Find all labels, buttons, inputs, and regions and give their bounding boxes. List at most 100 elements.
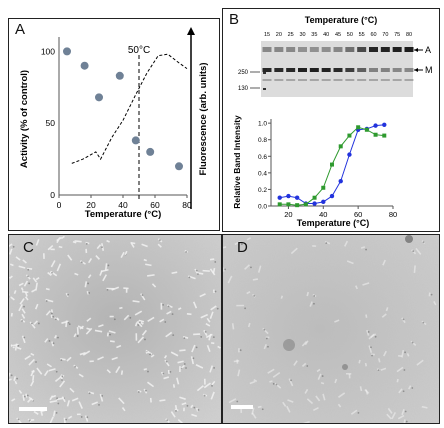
gel-lane-label: 40 — [323, 32, 329, 38]
b-point-green — [382, 133, 387, 138]
b-x-label: Temperature (°C) — [297, 218, 369, 228]
a-activity-point — [131, 136, 140, 145]
b-y-label: Relative Band Intensity — [232, 115, 242, 209]
a-activity-point — [115, 71, 124, 80]
b-point-blue — [321, 199, 326, 205]
panel-c: C — [8, 234, 222, 424]
panel-a-chart: 50°C 0 20 40 60 80 100 50 0 Temperature (°C) A… — [19, 27, 209, 220]
gel-lane-label: 60 — [370, 32, 376, 38]
panel-b: B Temperature (°C) 15 20 25 30 35 40 45 50 55 60 7… — [222, 8, 440, 232]
b-point-blue — [277, 195, 282, 200]
gel-lane-label: 80 — [406, 32, 412, 38]
scale-bar-d — [231, 405, 253, 409]
gel-band-a — [286, 47, 296, 52]
panel-d-micrograph — [223, 235, 439, 423]
a-x-tick-label: 40 — [118, 200, 128, 210]
b-y-tick-label: 0.8 — [258, 137, 267, 144]
gel-band-m — [309, 68, 319, 72]
a-x-label: Temperature (°C) — [85, 209, 161, 220]
gel-band-a — [262, 47, 272, 52]
gel-lane-label: 30 — [299, 32, 305, 38]
b-point-blue — [373, 123, 378, 128]
b-point-blue — [329, 193, 335, 199]
gel-title: Temperature (°C) — [305, 15, 377, 25]
b-point-blue — [286, 193, 291, 199]
b-x-ticks: 20 40 60 80 — [284, 206, 397, 219]
gel-band-m — [404, 68, 414, 72]
b-marks — [277, 122, 387, 208]
a-y-label: Activity (% of control) — [19, 70, 30, 168]
gel-lane-label: 45 — [335, 32, 341, 38]
a-y-tick-label: 100 — [41, 46, 55, 56]
b-point-green — [347, 133, 352, 138]
a-y-ticks: 100 50 0 — [41, 46, 55, 200]
gel-band-m — [262, 68, 272, 72]
b-point-green — [338, 144, 343, 149]
gel-band-m — [286, 68, 296, 72]
b-y-tick-label: 0.4 — [258, 170, 267, 177]
b-point-blue — [338, 178, 343, 184]
marker-250: 250 — [238, 70, 249, 76]
b-point-green — [373, 132, 378, 137]
band-a-arrow-head — [414, 48, 418, 52]
b-point-blue — [347, 152, 352, 157]
gel-lane-label: 55 — [359, 32, 365, 38]
band-m-arrow-head — [414, 68, 418, 72]
panel-c-label: C — [23, 239, 34, 256]
gel-lane-label: 25 — [288, 32, 294, 38]
gel-band-a — [333, 47, 343, 52]
b-point-green — [277, 202, 282, 207]
gel-band-m — [298, 68, 307, 72]
panel-a: A 50°C 0 20 40 60 80 100 50 0 Temperature (°C)… — [8, 18, 220, 231]
gel-lane-label: 75 — [394, 32, 400, 38]
marker-130: 130 — [238, 86, 249, 92]
panel-b-figure: Temperature (°C) 15 20 25 30 35 40 45 50 55 60 70 7… — [232, 15, 433, 228]
a-annotation: 50°C — [128, 45, 150, 56]
band-m-label: M — [425, 65, 433, 75]
b-x-tick-label: 40 — [319, 210, 327, 219]
gel-band-a — [321, 47, 331, 52]
a-activity-point — [146, 147, 155, 156]
panel-d: D — [222, 234, 440, 424]
b-y-tick-label: 0.2 — [258, 187, 267, 194]
a-y-tick-label: 0 — [50, 190, 55, 200]
a-activity-point — [175, 162, 183, 171]
gel-bands — [262, 47, 414, 90]
b-x-tick-label: 60 — [354, 210, 362, 219]
gel-band-a — [345, 47, 355, 52]
b-y-tick-label: 0.6 — [258, 154, 267, 161]
a-x-ticks: 0 20 40 60 80 — [57, 195, 192, 210]
b-y-tick-label: 1.0 — [258, 121, 267, 128]
b-point-green — [330, 162, 334, 167]
b-point-green — [364, 127, 369, 132]
b-x-tick-label: 80 — [389, 210, 397, 219]
gel-lane-label: 15 — [264, 32, 270, 38]
gel-lane-label: 70 — [382, 32, 388, 38]
a-x-tick-label: 0 — [57, 200, 62, 210]
panel-d-label: D — [237, 239, 248, 256]
a-activity-point — [95, 93, 103, 102]
scale-bar-c — [19, 407, 47, 411]
gel-band-a — [404, 47, 414, 52]
b-point-green — [286, 202, 291, 207]
b-point-blue — [382, 122, 387, 128]
a-fluorescence-line — [71, 53, 188, 164]
gel-band-m — [380, 68, 390, 72]
b-point-blue — [312, 201, 317, 206]
band-a-label: A — [425, 45, 431, 55]
gel-band-m — [392, 68, 402, 72]
gel-band-a — [392, 47, 402, 52]
b-point-green — [356, 125, 361, 130]
a-y2-label: Fluorescence (arb. units) — [198, 63, 209, 176]
gel-band-m — [369, 68, 378, 72]
b-point-blue — [294, 195, 300, 200]
gel-lane-label: 35 — [311, 32, 317, 38]
gel-band-m — [333, 68, 343, 72]
gel-band-a — [380, 47, 390, 52]
gel-band-m — [357, 68, 367, 72]
b-point-green — [321, 185, 326, 190]
a-x-tick-label: 80 — [182, 200, 192, 210]
a-activity-point — [63, 47, 71, 56]
b-point-green — [303, 202, 308, 207]
